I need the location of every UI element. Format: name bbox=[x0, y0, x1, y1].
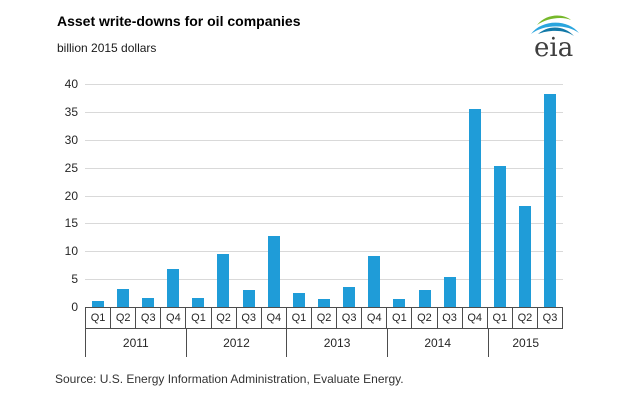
year-label-2014: 2014 bbox=[386, 329, 488, 357]
bar-2011-Q3 bbox=[141, 298, 154, 307]
y-tick-label-20: 20 bbox=[64, 188, 78, 203]
bar-2011-Q1 bbox=[91, 301, 104, 307]
gridline-5 bbox=[85, 279, 563, 281]
eia-logo-text: eia bbox=[534, 33, 573, 62]
y-tick-label-15: 15 bbox=[64, 216, 78, 231]
y-tick-label-0: 0 bbox=[71, 300, 78, 314]
eia-logo-teal-swoosh bbox=[538, 27, 574, 36]
bar-2012-Q2 bbox=[217, 254, 230, 307]
year-label-2011: 2011 bbox=[85, 329, 186, 357]
y-tick-label-35: 35 bbox=[64, 104, 78, 119]
chart-subtitle: billion 2015 dollars bbox=[57, 41, 157, 55]
gridline-35 bbox=[85, 111, 563, 113]
y-tick-label-5: 5 bbox=[71, 272, 78, 287]
bar-2012-Q4 bbox=[267, 236, 280, 307]
bar-2014-Q2 bbox=[418, 290, 431, 307]
x-tick-2012-Q3: Q3 bbox=[237, 308, 262, 328]
bar-2013-Q3 bbox=[343, 286, 356, 307]
gridline-15 bbox=[85, 223, 563, 225]
year-label-2012: 2012 bbox=[185, 329, 287, 357]
y-tick-label-10: 10 bbox=[64, 244, 78, 259]
x-tick-2011-Q2: Q2 bbox=[111, 308, 137, 328]
bar-2011-Q4 bbox=[167, 268, 180, 307]
x-tick-2015-Q3: Q3 bbox=[542, 312, 558, 324]
x-tick-2014-Q3: Q3 bbox=[438, 308, 463, 328]
x-tick-2015-Q2: Q2 bbox=[513, 308, 538, 328]
y-tick-label-40: 40 bbox=[64, 77, 78, 91]
y-tick-label-30: 30 bbox=[64, 132, 78, 147]
bar-2014-Q4 bbox=[468, 108, 481, 307]
eia-logo-green-swoosh bbox=[537, 15, 571, 25]
x-tick-2014-Q2: Q2 bbox=[412, 308, 438, 328]
bar-2015-Q1 bbox=[494, 165, 507, 307]
bar-2014-Q3 bbox=[443, 276, 456, 307]
x-tick-2011-Q1: Q1 bbox=[86, 308, 112, 328]
bar-2013-Q1 bbox=[292, 292, 305, 307]
x-tick-2013-Q4: Q4 bbox=[362, 308, 388, 328]
year-label-2013: 2013 bbox=[286, 329, 387, 357]
x-tick-2015-Q1: Q1 bbox=[488, 308, 513, 328]
x-tick-2012-Q1: Q1 bbox=[186, 308, 212, 328]
bar-2015-Q3 bbox=[544, 94, 557, 307]
x-tick-2013-Q1: Q1 bbox=[287, 308, 312, 328]
x-tick-2014-Q1: Q1 bbox=[387, 308, 413, 328]
x-tick-2013-Q2: Q2 bbox=[312, 308, 338, 328]
plot-area bbox=[85, 84, 563, 307]
gridline-20 bbox=[85, 195, 563, 197]
bar-2013-Q2 bbox=[318, 298, 330, 307]
eia-logo-blue-swoosh bbox=[531, 22, 579, 34]
x-tick-2012-Q2: Q2 bbox=[212, 308, 237, 328]
gridline-10 bbox=[85, 251, 563, 253]
bar-2013-Q4 bbox=[368, 255, 381, 307]
x-tick-2013-Q3: Q3 bbox=[337, 308, 363, 328]
bar-2015-Q2 bbox=[519, 206, 532, 307]
x-tick-2012-Q4: Q4 bbox=[262, 308, 287, 328]
bar-2014-Q1 bbox=[393, 299, 406, 307]
x-tick-2011-Q4: Q4 bbox=[161, 308, 187, 328]
x-axis-quarter-row: Q1 Q2 Q3 Q4 Q1 Q2 Q3 Q4 Q1 Q2 Q3 Q4 Q1 Q2 Q3 Q4 Q1 Q2 Q3 bbox=[85, 307, 563, 329]
gridline-30 bbox=[85, 139, 563, 141]
source-note: Source: U.S. Energy Information Administ… bbox=[55, 372, 404, 386]
x-axis-year-row: 2011 2012 2013 2014 2015 bbox=[85, 329, 563, 357]
gridline-25 bbox=[85, 167, 563, 169]
bar-2012-Q3 bbox=[242, 290, 255, 307]
bar-2011-Q2 bbox=[116, 289, 129, 307]
x-tick-2011-Q3: Q3 bbox=[136, 308, 162, 328]
x-tick-2014-Q4: Q4 bbox=[463, 308, 488, 328]
gridline-40 bbox=[85, 84, 563, 85]
chart-title: Asset write-downs for oil companies bbox=[57, 13, 301, 29]
bar-2012-Q1 bbox=[192, 298, 205, 307]
year-label-2015: 2015 bbox=[487, 329, 563, 357]
y-tick-label-25: 25 bbox=[64, 160, 78, 175]
eia-logo: eia bbox=[531, 15, 579, 62]
